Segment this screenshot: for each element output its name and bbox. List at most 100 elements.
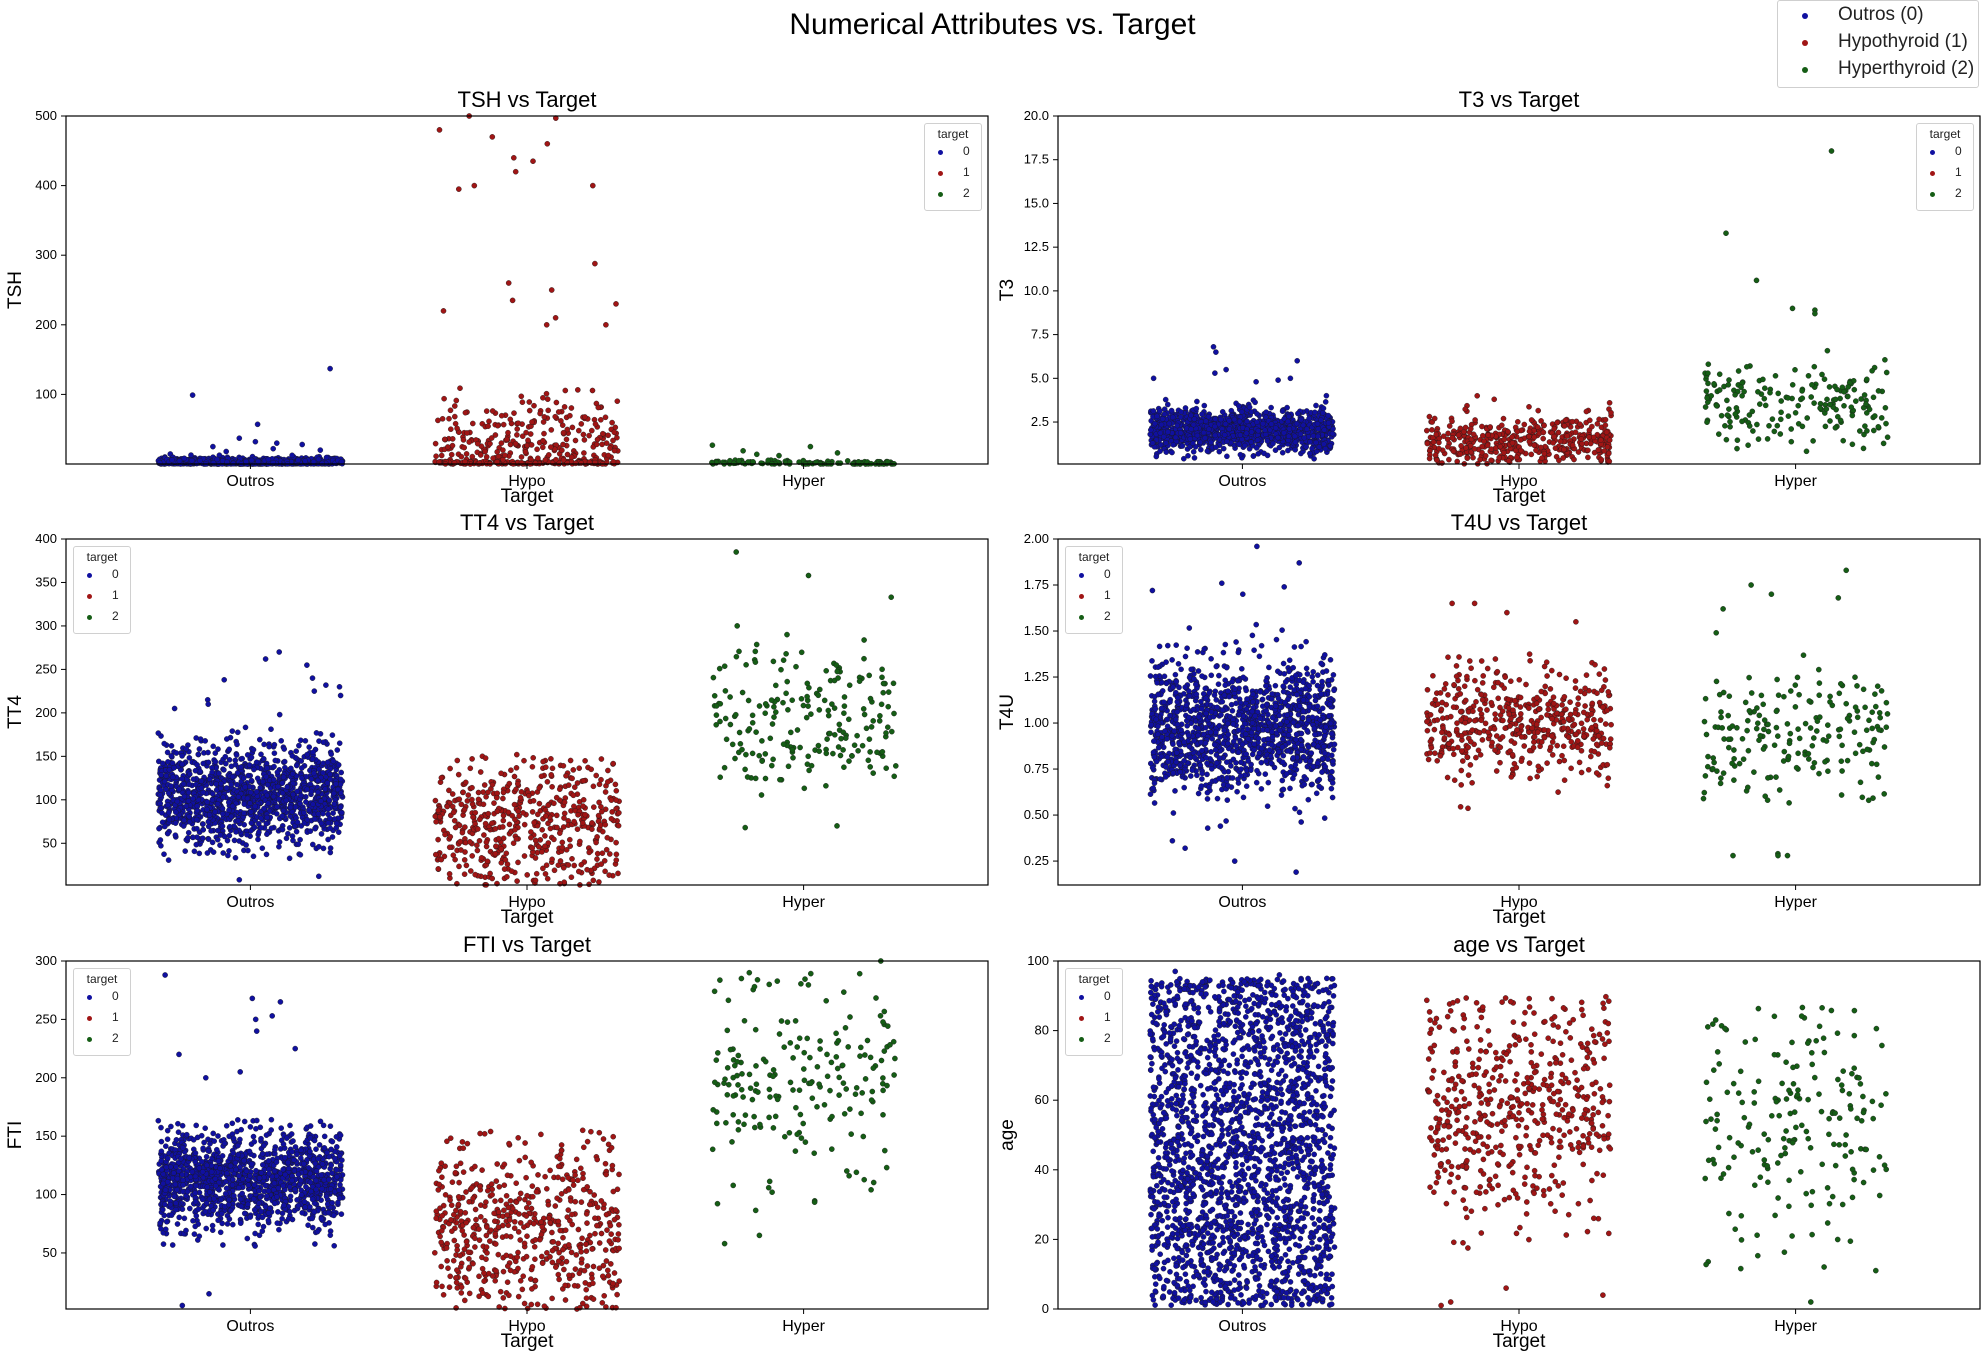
- point-hypo: [540, 758, 546, 765]
- point-outros: [318, 820, 325, 827]
- point-hypo: [614, 398, 621, 405]
- point-hypo: [1606, 437, 1613, 444]
- point-outros: [1231, 416, 1238, 423]
- point-outros: [1320, 441, 1327, 447]
- point-hypo: [548, 287, 555, 293]
- point-hypo: [1426, 455, 1433, 462]
- point-outros: [297, 851, 304, 858]
- point-outros: [229, 803, 236, 810]
- point-hypo: [1436, 445, 1442, 452]
- point-hypo: [451, 413, 458, 420]
- point-hypo: [509, 297, 516, 304]
- subplot-legend: target 0 1 2: [1916, 123, 1974, 211]
- point-outros: [1194, 432, 1201, 439]
- point-outros: [1212, 416, 1219, 422]
- point-outros: [310, 749, 316, 756]
- point-hyper: [834, 450, 841, 456]
- point-outros: [250, 746, 257, 753]
- point-hypo: [456, 796, 463, 803]
- point-hyper: [749, 712, 756, 719]
- point-hypo: [435, 836, 441, 843]
- point-outros: [158, 805, 165, 811]
- point-hypo: [474, 440, 481, 447]
- point-hypo: [1509, 439, 1516, 446]
- point-outros: [161, 778, 168, 785]
- point-hypo: [613, 787, 620, 794]
- point-hypo: [571, 803, 577, 810]
- point-hypo: [432, 797, 439, 804]
- point-hypo: [544, 396, 551, 403]
- point-hypo: [515, 420, 522, 427]
- point-hyper: [1704, 419, 1710, 426]
- point-hyper: [1705, 370, 1711, 377]
- point-hypo: [508, 767, 514, 773]
- point-hyper: [861, 711, 868, 718]
- point-outros: [168, 783, 174, 789]
- point-hyper: [727, 457, 733, 464]
- point-hypo: [610, 760, 617, 767]
- point-hyper: [1746, 412, 1753, 418]
- point-outros: [311, 688, 318, 694]
- point-hypo: [1501, 449, 1507, 456]
- point-hypo: [524, 872, 531, 878]
- point-outros: [165, 759, 171, 765]
- point-hypo: [1569, 418, 1576, 425]
- point-hypo: [525, 437, 531, 444]
- point-outros: [221, 676, 227, 683]
- point-outros: [286, 825, 293, 831]
- point-hypo: [461, 871, 468, 878]
- point-hypo: [1467, 442, 1474, 449]
- point-hyper: [1722, 422, 1728, 429]
- point-hyper: [1785, 395, 1791, 401]
- point-outros: [276, 711, 283, 718]
- point-hypo: [1446, 456, 1452, 463]
- point-outros: [1322, 399, 1329, 405]
- point-outros: [157, 837, 164, 843]
- point-hyper: [1724, 397, 1730, 404]
- point-hypo: [490, 455, 496, 462]
- point-hypo: [548, 427, 555, 433]
- point-outros: [320, 770, 326, 776]
- point-outros: [247, 800, 253, 806]
- point-outros: [298, 792, 304, 799]
- point-outros: [234, 729, 241, 736]
- point-hypo: [1458, 442, 1464, 449]
- point-hyper: [1819, 371, 1825, 378]
- point-hypo: [569, 775, 575, 782]
- point-hyper: [1788, 426, 1795, 432]
- legend-marker: [938, 192, 943, 197]
- point-outros: [324, 759, 331, 766]
- point-hypo: [570, 767, 577, 773]
- point-hypo: [436, 127, 443, 133]
- point-outros: [314, 777, 321, 784]
- point-hypo: [1561, 446, 1567, 453]
- point-outros: [181, 793, 188, 800]
- point-hyper: [1774, 422, 1781, 429]
- y-tick-label: 200: [35, 317, 57, 332]
- point-hypo: [451, 403, 458, 409]
- figure-title: Numerical Attributes vs. Target: [789, 8, 1196, 41]
- point-hyper: [1853, 398, 1859, 404]
- point-outros: [326, 797, 333, 803]
- point-outros: [327, 849, 334, 856]
- point-outros: [205, 836, 212, 843]
- point-outros: [254, 421, 261, 428]
- point-outros: [187, 771, 193, 777]
- point-hyper: [1755, 388, 1761, 395]
- point-outros: [223, 448, 229, 455]
- point-hypo: [483, 793, 489, 800]
- point-hypo: [1552, 445, 1559, 452]
- point-hyper: [743, 662, 749, 668]
- point-outros: [196, 850, 203, 857]
- point-hypo: [529, 419, 535, 425]
- point-outros: [157, 792, 163, 798]
- point-outros: [226, 746, 232, 753]
- point-hyper: [1882, 356, 1888, 363]
- point-outros: [205, 701, 211, 707]
- point-hypo: [513, 836, 520, 842]
- point-hypo: [561, 799, 568, 806]
- point-outros: [328, 751, 335, 757]
- point-hyper: [1789, 305, 1796, 312]
- point-outros: [166, 767, 173, 773]
- subplot-title: TT4 vs Target: [459, 510, 595, 535]
